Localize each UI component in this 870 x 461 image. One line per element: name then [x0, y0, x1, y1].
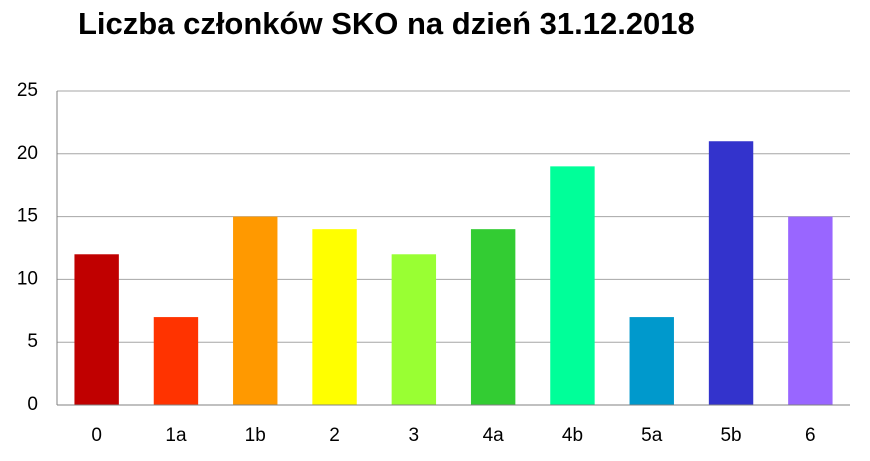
y-tick-label: 0 [27, 394, 38, 415]
x-tick-label: 1b [245, 425, 266, 446]
x-tick-label: 4a [483, 425, 505, 446]
x-tick-label: 5a [641, 425, 663, 446]
x-tick-label: 4b [562, 425, 583, 446]
x-tick-label: 0 [91, 425, 102, 446]
y-tick-label: 20 [17, 143, 38, 164]
bar [391, 254, 437, 405]
y-tick-label: 15 [17, 206, 38, 227]
y-tick-label: 10 [17, 268, 38, 289]
bar [788, 216, 833, 405]
y-tick-label: 25 [17, 80, 38, 101]
bar [629, 317, 674, 405]
bar [708, 141, 754, 406]
bar [74, 254, 119, 405]
bar [153, 317, 199, 405]
bar [550, 166, 595, 405]
x-tick-label: 6 [805, 425, 816, 446]
x-tick-label: 5b [720, 425, 741, 446]
x-tick-label: 2 [329, 425, 340, 446]
bar [470, 229, 516, 405]
x-tick-label: 3 [409, 425, 420, 446]
bar [312, 229, 357, 405]
chart-title: Liczba członków SKO na dzień 31.12.2018 [78, 6, 695, 41]
x-tick-label: 1a [165, 425, 187, 446]
y-tick-label: 5 [27, 331, 38, 352]
bar [233, 216, 278, 405]
